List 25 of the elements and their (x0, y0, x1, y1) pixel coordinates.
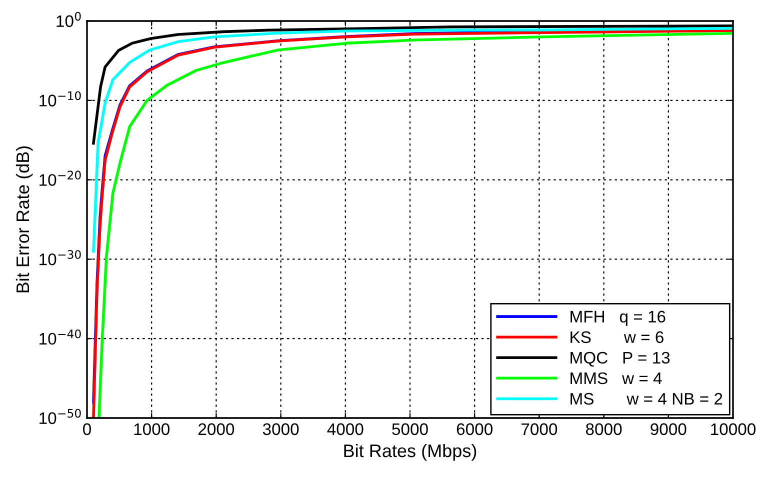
y-tick-label: 10$^{0}$ (56, 12, 81, 28)
x-tick-label: 6000 (456, 423, 492, 436)
x-tick-label: 4000 (327, 423, 364, 436)
y-tick-label: 10$^{−30}$ (40, 250, 81, 266)
x-axis-title: Bit Rates (Mbps) (344, 444, 476, 461)
x-tick-label: 0 (83, 423, 91, 436)
line-series (92, 26, 733, 253)
x-tick-label: 7000 (522, 423, 558, 436)
y-tick-label: 10$^{−50}$ (40, 408, 81, 424)
x-tick-label: 5000 (392, 423, 428, 436)
y-tick-label: 10$^{−40}$ (40, 329, 81, 345)
y-tick-label: 10$^{−10}$ (40, 91, 81, 106)
x-tick-label: 9000 (650, 423, 686, 436)
y-axis-title: Bit Error Rate (dB) (16, 146, 33, 292)
legend-label: KS w = 6 (570, 331, 664, 344)
x-tick-label: 8000 (586, 423, 622, 436)
x-tick-label: 10000 (711, 423, 756, 436)
x-tick-label: 1000 (134, 423, 170, 436)
legend-label: MMS w = 4 (570, 372, 662, 384)
y-tick-label: 10$^{−20}$ (40, 170, 81, 186)
x-tick-label: 3000 (262, 423, 299, 436)
legend-label: MS w = 4 NB = 2 (570, 392, 722, 405)
legend-label: MFH q = 16 (570, 310, 666, 326)
x-tick-label: 2000 (198, 423, 234, 436)
legend-label: MQC P = 13 (570, 352, 670, 367)
